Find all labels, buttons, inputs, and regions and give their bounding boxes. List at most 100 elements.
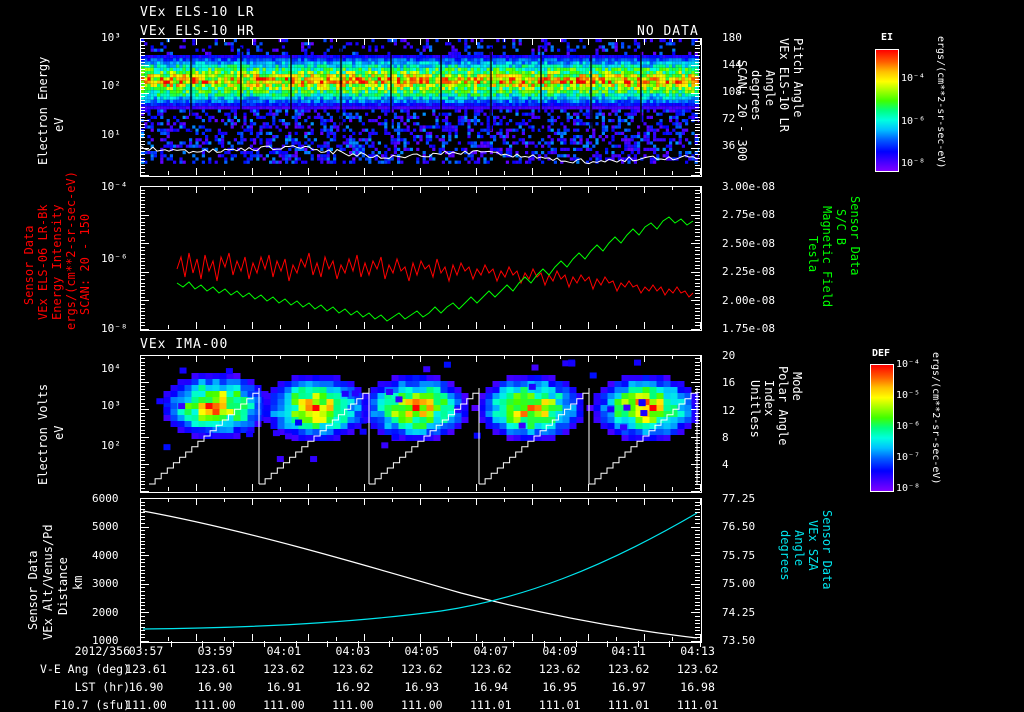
axis-tick	[140, 222, 145, 223]
axis-tick	[224, 325, 225, 329]
axis-tick	[140, 272, 149, 273]
axis-tick	[420, 322, 421, 329]
axis-tick	[168, 355, 169, 359]
axis-tick	[168, 325, 169, 329]
axis-tick	[695, 595, 700, 596]
axis-tick	[695, 573, 700, 574]
axis-tick	[695, 426, 700, 427]
axis-tick	[695, 290, 700, 291]
panel2-sensor: VEx ELS-06 LR-Bk	[36, 200, 50, 320]
panel3-plot-area[interactable]	[140, 355, 702, 493]
axis-tick	[695, 562, 700, 563]
panel3-right-axis-index-label: Index	[762, 380, 776, 416]
axis-tick	[140, 137, 145, 138]
panel1-plot-area[interactable]	[140, 38, 702, 177]
axis-tick	[695, 304, 700, 305]
panel3-right-axis-name: Mode	[790, 372, 804, 422]
panel4-ytick-3: 3000	[92, 578, 119, 589]
axis-tick	[695, 229, 700, 230]
axis-tick	[364, 484, 365, 491]
panel3-y2tick-2: 12	[722, 405, 735, 416]
axis-tick	[695, 609, 700, 610]
panel4-y2tick-0: 77.25	[722, 493, 755, 504]
axis-tick	[252, 355, 253, 362]
panel2-left-axis-title: Energy Intensity	[50, 204, 64, 320]
axis-tick	[448, 325, 449, 329]
axis-tick	[476, 38, 477, 45]
axis-tick	[140, 566, 145, 567]
panel4-right-axis-units: degrees	[778, 530, 792, 600]
axis-tick	[140, 598, 145, 599]
panel2-right-sensor-data: Sensor Data	[848, 196, 862, 286]
axis-tick	[695, 144, 700, 145]
axis-tick	[308, 186, 309, 193]
axis-tick	[644, 168, 645, 175]
axis-tick	[700, 498, 701, 505]
axis-tick	[695, 107, 700, 108]
panel2-right-sensor-label: S/C B	[834, 209, 848, 245]
axis-tick	[532, 322, 533, 329]
axis-tick	[140, 318, 145, 319]
axis-tick	[140, 534, 145, 535]
panel2-sensor-label: VEx ELS-06 LR-Bk	[36, 204, 50, 320]
axis-tick	[140, 530, 145, 531]
panel4-sensor-data: Sensor Data	[26, 540, 40, 630]
axis-tick	[196, 168, 197, 175]
axis-tick	[140, 389, 145, 390]
axis-tick	[140, 83, 145, 84]
panel3-spectrogram	[141, 356, 699, 490]
axis-tick	[140, 457, 145, 458]
panel3-right-axis-quantity-label: Polar Angle	[776, 366, 790, 445]
panel2-plot-area[interactable]	[140, 186, 702, 331]
axis-tick	[140, 38, 149, 39]
panel4-plot-area[interactable]	[140, 498, 702, 643]
axis-tick	[308, 484, 309, 491]
axis-tick	[691, 186, 700, 187]
axis-tick	[695, 372, 700, 373]
table-value-cell: 123.62	[321, 662, 385, 676]
axis-tick	[695, 69, 700, 70]
panel2-sensor-data-label: Sensor Data	[22, 226, 36, 305]
axis-tick	[140, 134, 145, 135]
axis-tick	[280, 498, 281, 502]
table-time-cell: 04:13	[666, 644, 730, 658]
panel4-right-sensor-data: Sensor Data	[820, 510, 834, 600]
panel1-left-axis-title: Electron Energy	[36, 57, 50, 165]
axis-tick	[695, 537, 700, 538]
panel4-sensor-label: VEx Alt/Venus/Pd	[41, 524, 55, 640]
axis-tick	[691, 355, 700, 356]
axis-tick	[588, 38, 589, 45]
panel1-title-sub: VEx ELS-10 HR	[140, 24, 255, 39]
axis-tick	[695, 430, 700, 431]
panel3-title-top: VEx IMA-00	[140, 337, 228, 352]
panel3-left-axis-units-label: eV	[52, 426, 66, 440]
axis-tick	[695, 279, 700, 280]
panel4-right-axis-title: Angle	[792, 530, 806, 566]
axis-tick	[140, 258, 145, 259]
axis-tick	[140, 420, 145, 421]
axis-tick	[280, 171, 281, 175]
axis-tick	[140, 297, 145, 298]
panel1-left-axis-units-label: eV	[52, 118, 66, 132]
axis-tick	[140, 426, 145, 427]
axis-tick	[140, 275, 145, 276]
axis-tick	[140, 315, 145, 316]
panel2-y2tick-0: 3.00e-08	[722, 181, 775, 192]
axis-tick	[140, 186, 149, 187]
axis-tick	[140, 329, 149, 330]
table-value-cell: 123.62	[459, 662, 523, 676]
axis-tick	[695, 268, 700, 269]
axis-tick	[691, 120, 700, 121]
panel2-line-traces	[141, 187, 699, 328]
axis-tick	[695, 315, 700, 316]
panel2-ytick-0: 10⁻⁴	[101, 181, 128, 192]
axis-tick	[140, 283, 145, 284]
axis-tick	[140, 399, 145, 400]
axis-tick	[695, 62, 700, 63]
axis-tick	[224, 171, 225, 175]
axis-tick	[140, 113, 145, 114]
panel3-left-axis-units: eV	[52, 410, 66, 440]
panel3-colorbar-tick-2: 10⁻⁶	[896, 422, 920, 432]
panel3-right-axis-index: Index	[762, 380, 776, 430]
